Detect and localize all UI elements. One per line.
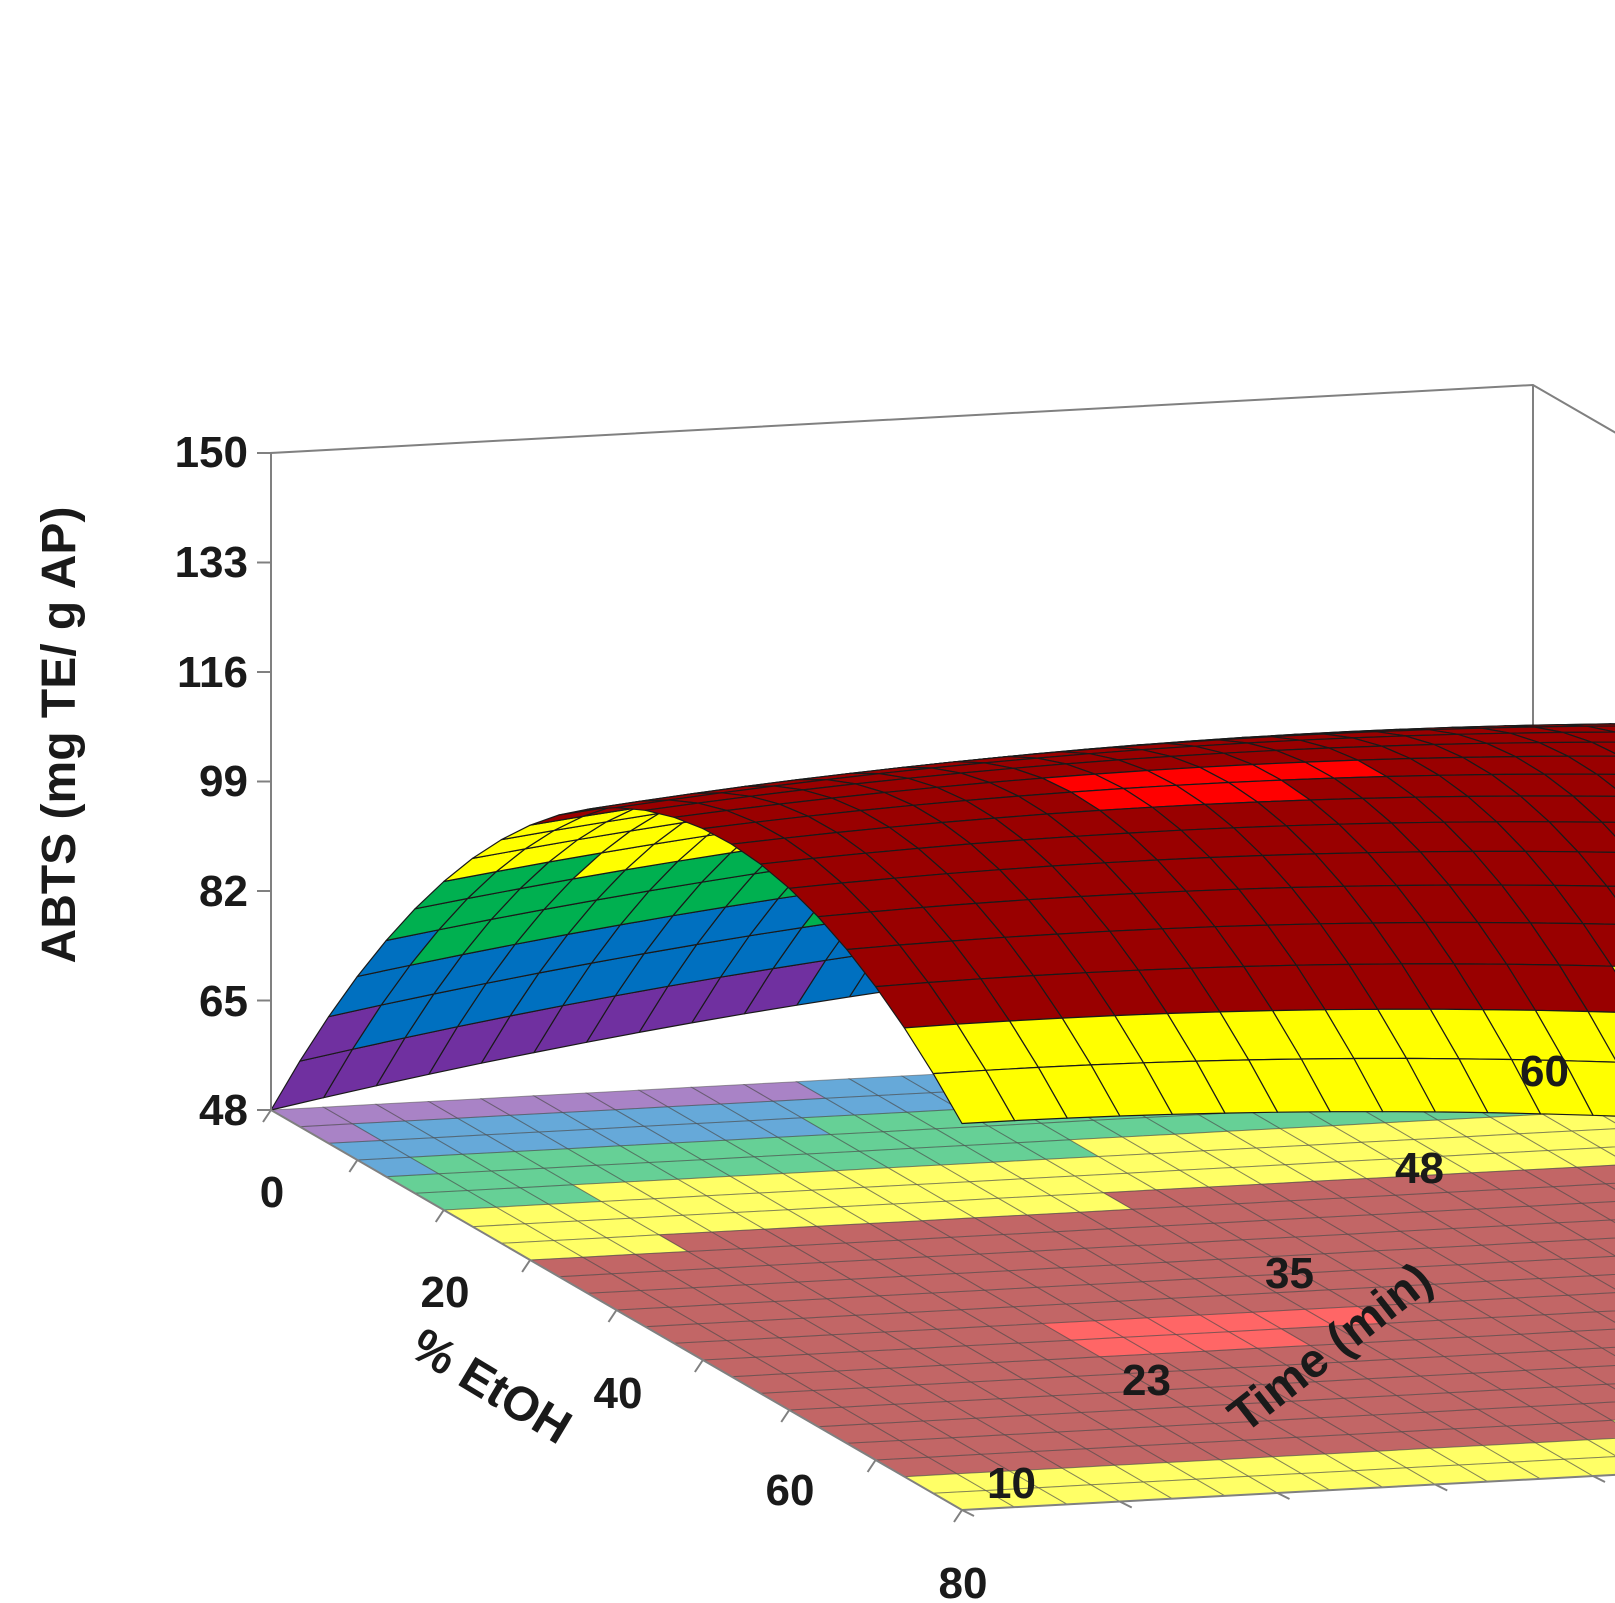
- floor-cell: [1551, 1183, 1615, 1204]
- floor-cell: [1552, 1383, 1615, 1405]
- response-surface: [270, 723, 1615, 1125]
- floor-cell: [1581, 1401, 1615, 1421]
- floor-cell: [1556, 1219, 1615, 1241]
- y-tick-mark: [1119, 1500, 1133, 1509]
- floor-cell: [1542, 1311, 1615, 1332]
- x-tick-mark: [607, 1309, 618, 1323]
- x-tick-label: 40: [594, 1369, 643, 1418]
- floor-cell: [1561, 1255, 1615, 1277]
- floor-cell: [1600, 1346, 1615, 1357]
- floor-cell: [1575, 1164, 1615, 1185]
- z-axis-ticks: 48 65 82 99 116 133 150: [175, 428, 248, 1135]
- x-tick-mark: [521, 1259, 531, 1273]
- floor-cell: [1608, 1219, 1615, 1224]
- surface-cell: [932, 1069, 1016, 1125]
- floor-cell: [1580, 1201, 1615, 1221]
- x-tick-mark: [434, 1209, 445, 1223]
- floor-cell: [1537, 1275, 1615, 1296]
- y-tick-label: 48: [1395, 1144, 1444, 1193]
- y-tick-mark: [1277, 1492, 1290, 1500]
- z-tick-label: 150: [175, 428, 248, 477]
- floor-cell: [1603, 1182, 1615, 1190]
- x-axis-ticks: 0 20 40 60 80: [260, 1168, 988, 1603]
- y-tick-label: 23: [1122, 1356, 1171, 1405]
- z-tick-label: 116: [177, 648, 248, 697]
- x-tick-mark: [262, 1109, 272, 1123]
- x-tick-label: 0: [260, 1168, 284, 1217]
- y-tick-label: 10: [987, 1459, 1036, 1508]
- floor-cell: [1571, 1328, 1615, 1349]
- z-tick-label: 82: [199, 867, 248, 916]
- y-tick-mark: [1434, 1483, 1448, 1492]
- floor-cell: [1586, 1437, 1615, 1457]
- floor-cell: [1605, 1383, 1615, 1390]
- x-tick-label: 60: [766, 1466, 815, 1515]
- z-tick-label: 133: [175, 538, 248, 587]
- z-tick-label: 48: [199, 1086, 248, 1135]
- x-tick-mark: [348, 1159, 359, 1173]
- floor-cell: [1595, 1310, 1615, 1323]
- floor-cell: [1570, 1128, 1615, 1149]
- floor-cell: [1566, 1292, 1615, 1313]
- y-tick-label: 35: [1265, 1249, 1314, 1298]
- x-tick-mark: [780, 1409, 791, 1423]
- floor-cell: [1576, 1365, 1615, 1385]
- x-tick-label: 20: [421, 1268, 470, 1317]
- y-tick-mark: [961, 1509, 975, 1517]
- floor-cell: [1610, 1419, 1615, 1423]
- floor-cell: [1562, 1456, 1615, 1477]
- y-tick-mark: [1592, 1475, 1606, 1483]
- floor-cell: [1585, 1237, 1615, 1257]
- floor-cell: [1546, 1147, 1615, 1168]
- x-axis-title: % EtOH: [402, 1319, 580, 1455]
- z-axis-title: ABTS (mg TE/ g AP): [33, 507, 86, 964]
- x-tick-mark: [866, 1459, 877, 1473]
- floor-cell: [1590, 1273, 1615, 1290]
- floor-cell: [1547, 1347, 1615, 1369]
- x-tick-mark: [953, 1509, 963, 1523]
- floor-cell: [1533, 1439, 1615, 1460]
- x-tick-label: 80: [939, 1559, 988, 1603]
- x-tick-mark: [694, 1359, 704, 1373]
- y-axis-ticks: 10 23 35 48 60: [987, 1047, 1569, 1508]
- floor-cell: [1598, 1146, 1615, 1157]
- floor-cell: [1557, 1419, 1615, 1441]
- z-tick-label: 99: [199, 757, 248, 806]
- y-tick-label: 60: [1520, 1047, 1569, 1096]
- chart-axes: [257, 452, 1615, 1523]
- z-tick-label: 65: [199, 977, 248, 1026]
